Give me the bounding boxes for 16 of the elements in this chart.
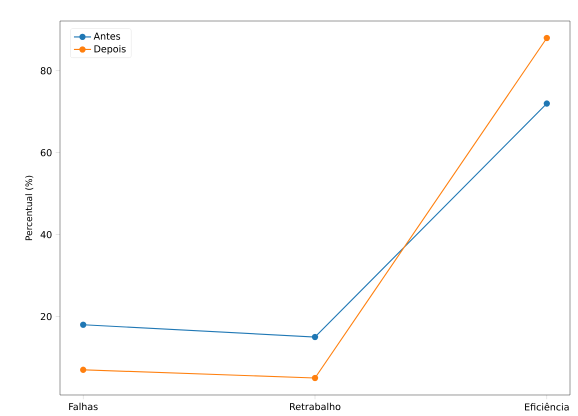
point xyxy=(80,366,86,373)
y-tick-label: 60 xyxy=(40,149,52,156)
point xyxy=(80,322,86,328)
legend-label: Antes xyxy=(94,32,120,40)
y-tick-label: 80 xyxy=(40,67,52,74)
x-tick-label: Falhas xyxy=(69,402,98,410)
y-tick-label: 20 xyxy=(40,312,52,320)
x-tick-label: Retrabalho xyxy=(290,402,340,410)
y-tick-label: 40 xyxy=(40,231,52,238)
y-axis-title: Percentual (%) xyxy=(25,176,34,240)
point xyxy=(544,34,550,42)
x-tick-label: Eficiência xyxy=(525,402,569,411)
point xyxy=(312,334,318,340)
point xyxy=(312,374,318,382)
point xyxy=(544,100,550,107)
legend-label: Depois xyxy=(94,45,126,54)
